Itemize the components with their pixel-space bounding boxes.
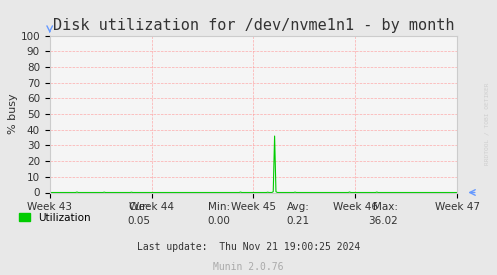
Title: Disk utilization for /dev/nvme1n1 - by month: Disk utilization for /dev/nvme1n1 - by m… — [53, 18, 454, 33]
Legend: Utilization: Utilization — [15, 209, 95, 227]
Text: Min:: Min: — [208, 202, 230, 212]
Text: Last update:  Thu Nov 21 19:00:25 2024: Last update: Thu Nov 21 19:00:25 2024 — [137, 242, 360, 252]
Text: 0.00: 0.00 — [207, 216, 230, 226]
Text: 0.05: 0.05 — [128, 216, 151, 226]
Text: Avg:: Avg: — [287, 202, 310, 212]
Text: Cur:: Cur: — [128, 202, 150, 212]
Text: 36.02: 36.02 — [368, 216, 398, 226]
Text: Max:: Max: — [373, 202, 398, 212]
Text: RRDTOOL / TOBI OETIKER: RRDTOOL / TOBI OETIKER — [485, 82, 490, 165]
Text: 0.21: 0.21 — [287, 216, 310, 226]
Y-axis label: % busy: % busy — [7, 94, 17, 134]
Text: Munin 2.0.76: Munin 2.0.76 — [213, 262, 284, 271]
